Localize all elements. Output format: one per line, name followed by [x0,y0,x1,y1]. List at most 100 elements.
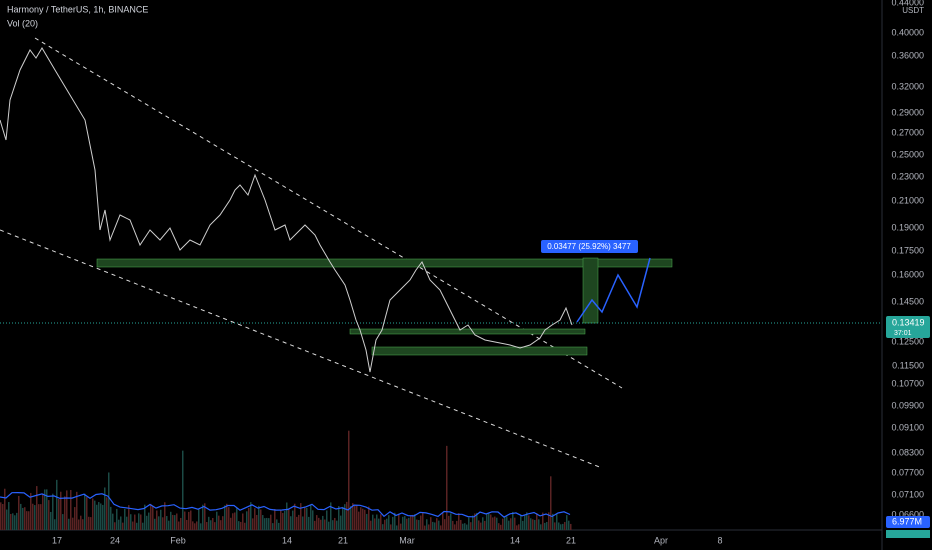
volume-bar [480,522,482,530]
volume-bar [484,520,486,530]
volume-bar [440,525,442,530]
volume-bar [504,516,506,530]
volume-bar [38,504,40,530]
volume-bar [496,517,498,530]
volume-bars [0,430,572,530]
volume-bar [474,513,476,530]
volume-bar [56,479,58,530]
measure-box [582,257,599,324]
trend-line [0,229,603,469]
volume-bar [268,518,270,530]
volume-bar [450,513,452,530]
volume-bar [404,516,406,530]
volume-bar [188,511,190,530]
volume-bar [184,511,186,530]
volume-bar [448,515,450,530]
volume-bar [522,520,524,530]
time-label: 21 [566,535,576,545]
volume-bar [58,498,60,530]
price-label: 0.36000 [891,50,924,60]
volume-bar [514,517,516,530]
volume-bar [280,509,282,530]
volume-bar [262,515,264,530]
zone [371,346,588,356]
volume-bar [536,513,538,530]
volume-bar [540,524,542,530]
volume-bar [414,514,416,530]
volume-bar [194,523,196,530]
price-line [0,47,573,373]
volume-bar [390,524,392,530]
volume-bar [218,515,220,530]
volume-bar [178,521,180,530]
volume-bar [380,514,382,530]
volume-bar [204,503,206,530]
volume-bar [28,511,30,530]
volume-bar [324,519,326,530]
volume-bar [346,501,348,530]
volume-bar [424,525,426,530]
volume-bar [376,514,378,530]
volume-bar [408,517,410,530]
volume-bar [420,515,422,530]
volume-bar [452,520,454,530]
volume-bar [96,504,98,530]
volume-bar [8,502,10,530]
volume-bar [426,519,428,530]
volume-bar [248,507,250,530]
volume-bar [128,505,130,530]
volume-bar [560,524,562,530]
volume-bar [154,518,156,530]
volume-bar [180,517,182,530]
volume-bar [210,520,212,530]
volume-bar [70,489,72,530]
volume-bar [112,513,114,530]
volume-bar [82,519,84,530]
volume-bar [378,518,380,530]
volume-bar [74,507,76,530]
volume-bar [348,430,350,530]
volume-bar [416,519,418,530]
volume-bar [446,445,448,530]
volume-bar [342,506,344,530]
volume-bar [160,509,162,530]
volume-bar [326,510,328,530]
volume-bar [294,503,296,530]
volume-bar [244,522,246,530]
volume-bar [150,503,152,530]
volume-bar [232,513,234,530]
volume-bar [332,520,334,530]
volume-bar [366,513,368,530]
price-labels: 0.44000 0.40000 0.36000 0.32000 0.29000 0.270… [891,0,924,519]
volume-bar [344,504,346,530]
price-label: 0.21000 [891,195,924,205]
volume-bar [68,518,70,530]
volume-bar [334,517,336,530]
price-label: 0.08300 [891,447,924,457]
volume-bar [486,513,488,530]
volume-bar [368,506,370,530]
price-label: 0.06600 [891,509,924,519]
time-label: Mar [399,535,415,545]
volume-bar [430,517,432,530]
price-label: 0.09900 [891,400,924,410]
volume-bar [104,487,106,530]
volume-bar [356,505,358,530]
volume-bar [490,514,492,530]
volume-bar [90,517,92,530]
volume-bar [466,524,468,530]
volume-bar [196,521,198,530]
volume-bar [228,507,230,530]
volume-bar [120,516,122,530]
volume-bar [14,515,16,530]
volume-bar [60,491,62,530]
volume-bar [526,512,528,530]
volume-bar [18,495,20,530]
time-label: 21 [338,535,348,545]
volume-bar [40,504,42,530]
zone [96,258,673,268]
volume-bar [46,489,48,530]
volume-bar [62,514,64,530]
volume-bar [304,506,306,530]
